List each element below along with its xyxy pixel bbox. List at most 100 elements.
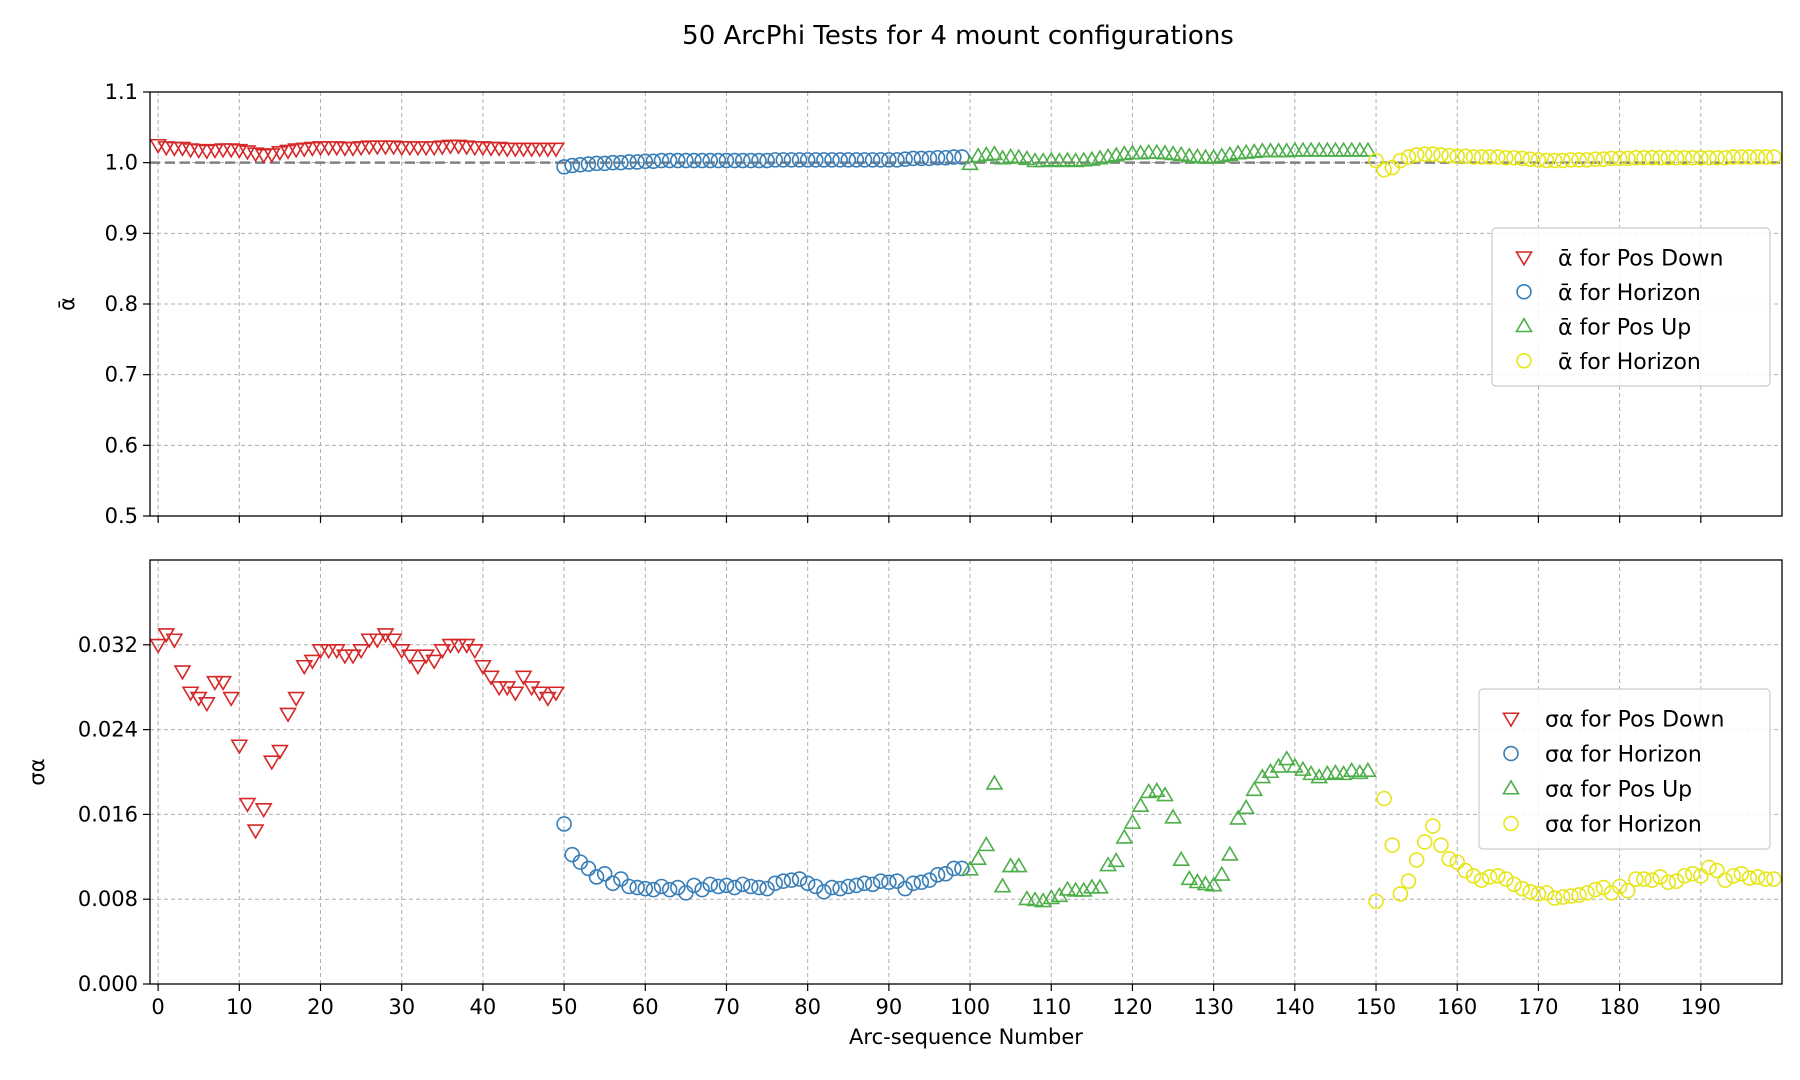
data-point <box>856 875 873 892</box>
data-point <box>1107 851 1126 868</box>
data-point <box>149 638 168 654</box>
data-point <box>929 867 946 883</box>
series-1 <box>556 149 970 175</box>
data-point <box>596 865 613 882</box>
data-point <box>1546 152 1563 169</box>
data-point <box>726 152 743 169</box>
data-point <box>287 691 306 707</box>
series-3 <box>1368 146 1782 178</box>
data-point <box>694 881 710 898</box>
data-point <box>1684 149 1701 166</box>
data-point <box>1091 878 1109 894</box>
data-point <box>1416 834 1433 850</box>
data-point <box>1277 750 1296 766</box>
data-point <box>1668 149 1685 166</box>
data-point <box>1530 152 1547 168</box>
data-point <box>1611 150 1628 167</box>
x-tick-label: 190 <box>1681 995 1721 1019</box>
data-point <box>1449 148 1465 165</box>
data-point <box>1285 757 1304 773</box>
data-point <box>1636 149 1652 166</box>
data-point <box>1587 881 1604 898</box>
data-point <box>1001 147 1020 164</box>
data-point <box>718 877 735 894</box>
data-point <box>1180 869 1199 886</box>
data-point <box>848 152 865 168</box>
data-point <box>1359 761 1377 777</box>
legend-marker <box>1502 779 1520 795</box>
x-tick-label: 180 <box>1600 995 1640 1019</box>
data-point <box>767 875 783 892</box>
data-point <box>1579 152 1595 168</box>
data-point <box>197 144 216 160</box>
legend-entry: σα for Pos Down <box>1545 708 1724 733</box>
data-point <box>538 691 557 707</box>
data-point <box>457 638 476 654</box>
data-point <box>1660 874 1677 891</box>
data-point <box>969 849 988 865</box>
data-point <box>669 152 686 169</box>
data-point <box>1595 879 1612 896</box>
data-point <box>1693 149 1709 166</box>
data-point <box>946 149 962 165</box>
data-point <box>1034 892 1053 908</box>
data-point <box>1229 809 1247 825</box>
data-point <box>621 154 637 170</box>
data-point <box>1652 149 1668 166</box>
data-point <box>1172 850 1191 867</box>
legend-entry: ᾱ for Horizon <box>1558 350 1701 375</box>
data-point <box>262 148 281 164</box>
data-point <box>433 644 452 660</box>
data-point <box>1717 872 1733 888</box>
data-point <box>1603 150 1620 167</box>
data-point <box>1473 872 1490 888</box>
data-point <box>1506 149 1522 166</box>
data-point <box>897 880 913 897</box>
data-point <box>605 875 621 892</box>
legend-entry: ᾱ for Horizon <box>1558 281 1701 306</box>
legend: σα for Pos Down σα for Horizon σα for Pos … <box>1478 688 1771 850</box>
data-point <box>840 878 857 895</box>
data-point <box>1571 887 1587 903</box>
data-point <box>613 154 629 171</box>
data-point <box>864 876 881 893</box>
data-point <box>254 148 273 164</box>
legend-box <box>1478 688 1771 850</box>
data-point <box>1042 151 1061 167</box>
data-point <box>1269 757 1288 773</box>
x-tick-label: 30 <box>388 995 415 1019</box>
y-tick-label: 0.6 <box>105 433 138 457</box>
y-tick-label: 0.032 <box>78 633 138 657</box>
data-point <box>1725 149 1742 165</box>
data-point <box>1595 151 1612 167</box>
x-axis-label: Arc-sequence Number <box>849 1025 1083 1049</box>
data-point <box>985 774 1004 790</box>
data-point <box>881 152 897 168</box>
data-point <box>222 691 241 707</box>
y-tick-label: 1.1 <box>105 80 138 104</box>
data-point <box>482 670 500 686</box>
data-point <box>287 143 306 159</box>
data-point <box>1009 857 1028 873</box>
data-point <box>1490 868 1506 884</box>
data-point <box>1368 893 1384 910</box>
data-point <box>1172 145 1191 161</box>
data-point <box>465 644 484 660</box>
data-point <box>514 670 533 686</box>
data-point <box>1212 865 1231 881</box>
x-tick-label: 80 <box>794 995 821 1019</box>
data-point <box>1628 871 1644 887</box>
data-point <box>702 152 719 169</box>
data-point <box>881 874 897 891</box>
data-point <box>1147 143 1166 159</box>
data-point <box>580 860 597 877</box>
data-point <box>352 644 371 660</box>
data-point <box>556 816 572 832</box>
data-point <box>1457 148 1474 165</box>
data-point <box>1441 851 1457 867</box>
y-tick-label: 0.016 <box>78 802 138 826</box>
data-point <box>417 649 435 665</box>
data-point <box>1546 890 1563 906</box>
data-point <box>1652 869 1668 885</box>
